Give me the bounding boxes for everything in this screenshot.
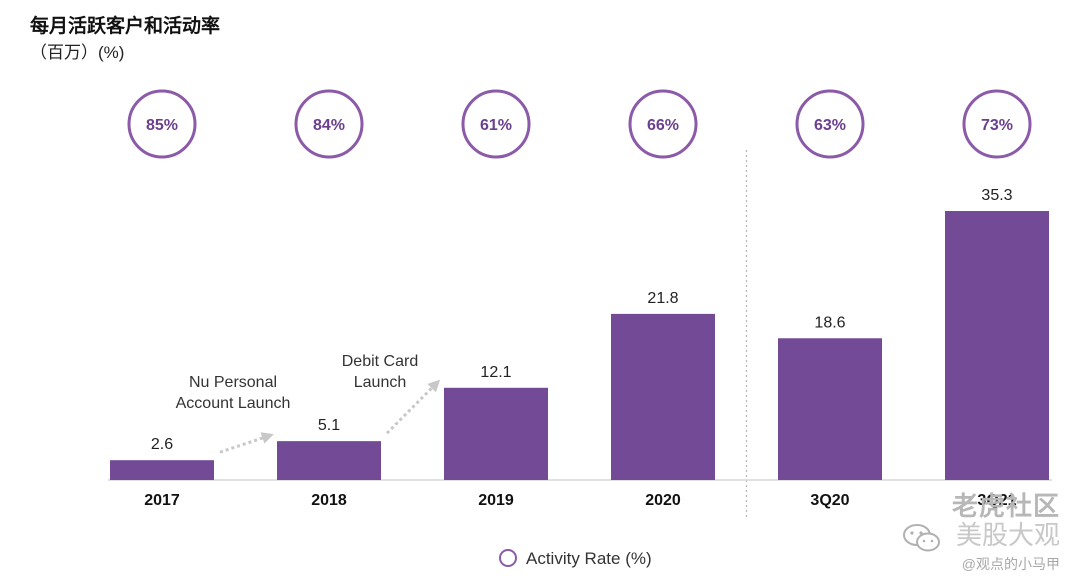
annotation-text: Debit Card <box>342 353 418 370</box>
x-tick-label: 2020 <box>645 492 681 509</box>
watermark-line3: @观点的小马甲 <box>961 556 1060 572</box>
annotation-text: Account Launch <box>176 395 291 412</box>
chart-subtitle: （百万）(%) <box>30 43 125 62</box>
legend-label: Activity Rate (%) <box>526 549 652 568</box>
activity-rate-label: 66% <box>647 117 679 134</box>
bar-2020 <box>611 313 715 480</box>
bar-2017 <box>110 460 214 480</box>
activity-rate-circle <box>795 89 865 159</box>
bar-value-label: 2.6 <box>151 436 173 453</box>
activity-rate-label: 61% <box>480 117 512 134</box>
annotation-arrow <box>385 379 441 435</box>
x-tick-label: 3Q20 <box>810 492 849 509</box>
annotation-text: Nu Personal <box>189 374 277 391</box>
bar-value-label: 12.1 <box>480 364 511 381</box>
activity-rate-circle <box>294 89 364 159</box>
bar-2018 <box>277 441 381 480</box>
activity-rate-circle <box>628 89 698 159</box>
bar-value-label: 5.1 <box>318 417 340 434</box>
watermark-line1: 老虎社区 <box>951 491 1060 521</box>
x-tick-label: 2018 <box>311 492 347 509</box>
bar-3Q20 <box>778 338 882 480</box>
activity-rate-circle <box>962 89 1032 159</box>
activity-rate-circle <box>127 89 197 159</box>
watermark-line2: 美股大观 <box>955 520 1060 550</box>
activity-rate-label: 73% <box>981 117 1013 134</box>
activity-rate-label: 85% <box>146 117 178 134</box>
x-tick-label: 2019 <box>478 492 514 509</box>
x-tick-label: 2017 <box>144 492 180 509</box>
chart-title: 每月活跃客户和活动率 <box>30 16 221 37</box>
watermark: 老虎社区 美股大观 @观点的小马甲 <box>952 486 1060 574</box>
activity-rate-label: 84% <box>313 117 345 134</box>
activity-rate-label: 63% <box>814 117 846 134</box>
bar-2019 <box>444 387 548 480</box>
bar-value-label: 18.6 <box>814 314 845 331</box>
bar-value-label: 21.8 <box>647 290 678 307</box>
annotation-text: Launch <box>354 374 407 391</box>
annotation-arrow <box>219 432 274 454</box>
x-tick-label: 3Q21 <box>977 492 1016 509</box>
wechat-icon <box>902 522 942 559</box>
legend-circle-icon <box>499 549 517 567</box>
activity-rate-circle <box>461 89 531 159</box>
bar-value-label: 35.3 <box>981 187 1012 204</box>
bar-3Q21 <box>945 211 1049 480</box>
